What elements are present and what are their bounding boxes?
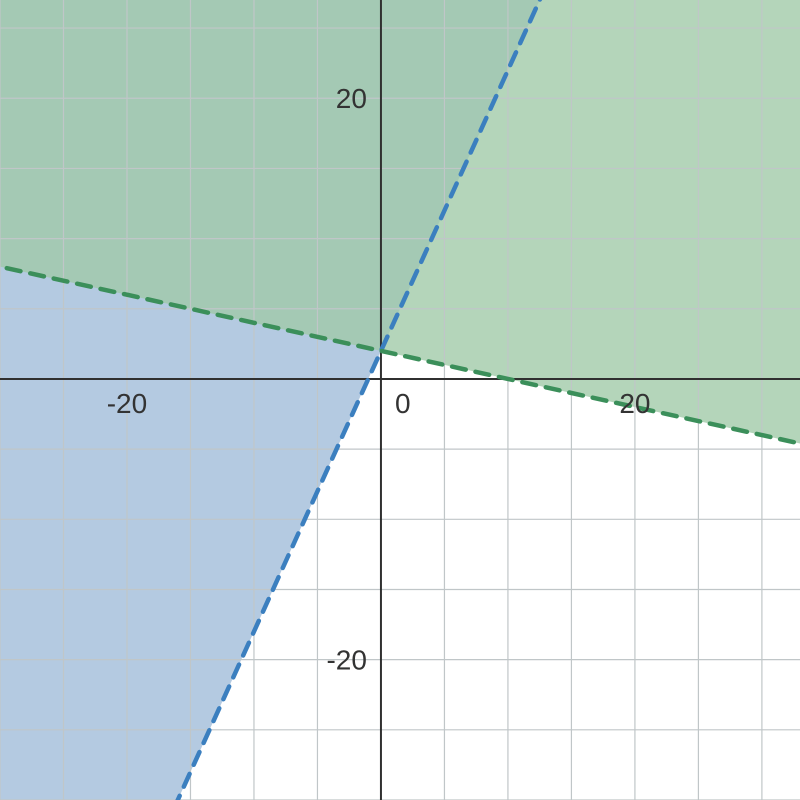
y-tick-label: -20 [326, 645, 366, 676]
origin-label: 0 [395, 388, 411, 419]
x-tick-label: -20 [107, 388, 147, 419]
y-tick-label: 20 [336, 83, 367, 114]
inequality-chart: -20 20 -20 20 0 [0, 0, 800, 800]
x-tick-label: 20 [619, 388, 650, 419]
